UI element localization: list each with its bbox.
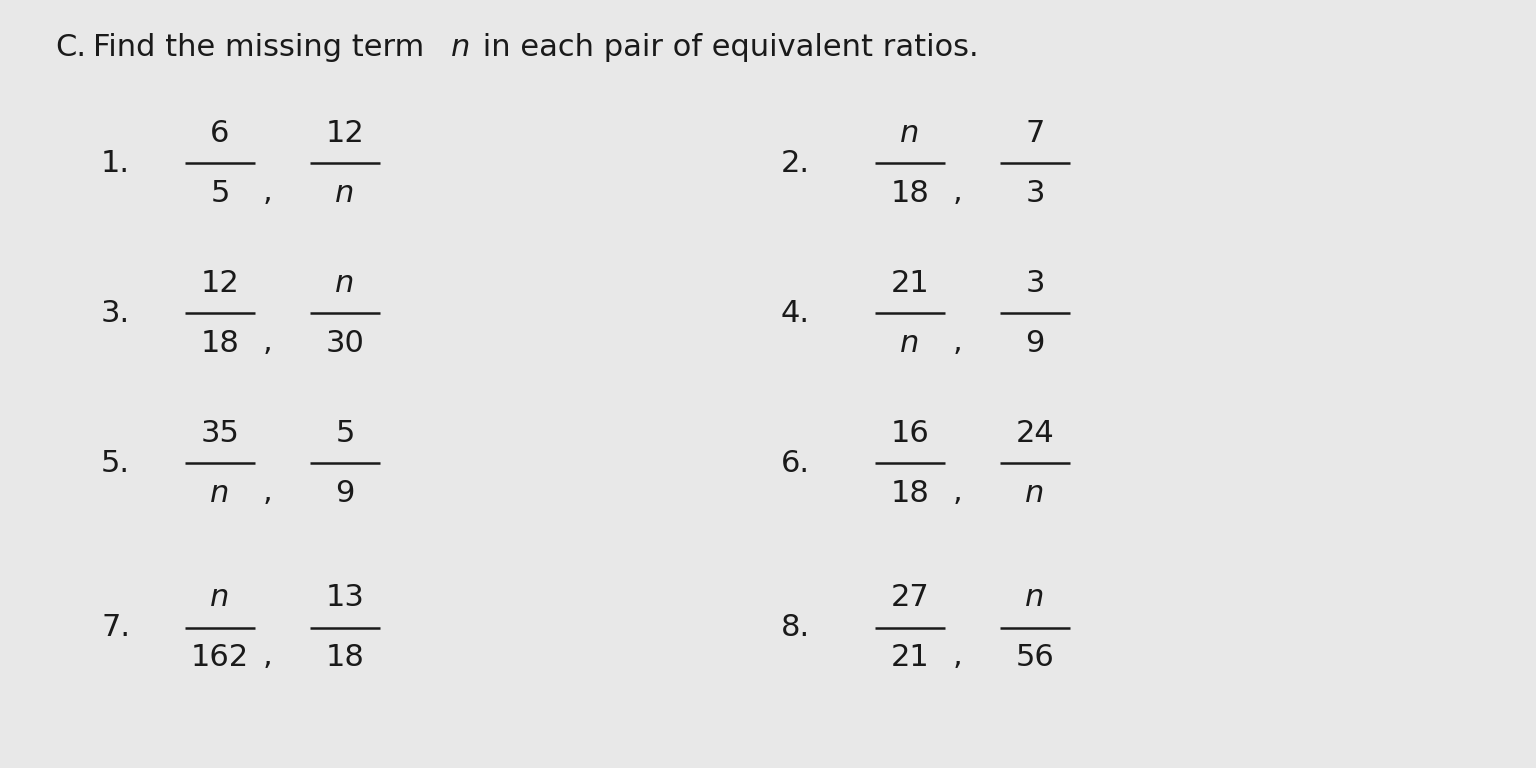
Text: 3: 3 — [1025, 178, 1044, 207]
Text: 5: 5 — [210, 178, 230, 207]
Text: 12: 12 — [201, 269, 240, 297]
Text: 35: 35 — [201, 419, 240, 448]
Text: ,: , — [952, 326, 963, 356]
Text: Find the missing term: Find the missing term — [94, 34, 435, 62]
Text: 18: 18 — [891, 478, 929, 508]
Text: 7.: 7. — [101, 614, 131, 643]
Text: 24: 24 — [1015, 419, 1054, 448]
Text: in each pair of equivalent ratios.: in each pair of equivalent ratios. — [473, 34, 978, 62]
Text: 21: 21 — [891, 269, 929, 297]
Text: ,: , — [263, 326, 273, 356]
Text: 30: 30 — [326, 329, 364, 357]
Text: n: n — [900, 329, 920, 357]
Text: n: n — [900, 118, 920, 147]
Text: 56: 56 — [1015, 644, 1054, 673]
Text: 7: 7 — [1026, 118, 1044, 147]
Text: 2.: 2. — [780, 148, 809, 177]
Text: C.: C. — [55, 34, 86, 62]
Text: n: n — [452, 34, 470, 62]
Text: ,: , — [263, 177, 273, 206]
Text: 12: 12 — [326, 118, 364, 147]
Text: ,: , — [263, 476, 273, 505]
Text: 5: 5 — [335, 419, 355, 448]
Text: 5.: 5. — [101, 449, 131, 478]
Text: n: n — [210, 478, 230, 508]
Text: 18: 18 — [201, 329, 240, 357]
Text: n: n — [210, 584, 230, 613]
Text: 18: 18 — [326, 644, 364, 673]
Text: n: n — [335, 178, 355, 207]
Text: 4.: 4. — [780, 299, 809, 327]
Text: 27: 27 — [891, 584, 929, 613]
Text: ,: , — [952, 476, 963, 505]
Text: 18: 18 — [891, 178, 929, 207]
Text: 21: 21 — [891, 644, 929, 673]
Text: 9: 9 — [1026, 329, 1044, 357]
Text: 8.: 8. — [780, 614, 809, 643]
Text: 16: 16 — [891, 419, 929, 448]
Text: ,: , — [952, 177, 963, 206]
Text: 3.: 3. — [101, 299, 131, 327]
Text: 13: 13 — [326, 584, 364, 613]
Text: 6.: 6. — [780, 449, 809, 478]
Text: 3: 3 — [1025, 269, 1044, 297]
Text: 6: 6 — [210, 118, 230, 147]
Text: 1.: 1. — [101, 148, 131, 177]
Text: n: n — [1026, 478, 1044, 508]
Text: 9: 9 — [335, 478, 355, 508]
Text: ,: , — [263, 641, 273, 670]
Text: 162: 162 — [190, 644, 249, 673]
Text: ,: , — [952, 641, 963, 670]
Text: n: n — [335, 269, 355, 297]
Text: n: n — [1026, 584, 1044, 613]
